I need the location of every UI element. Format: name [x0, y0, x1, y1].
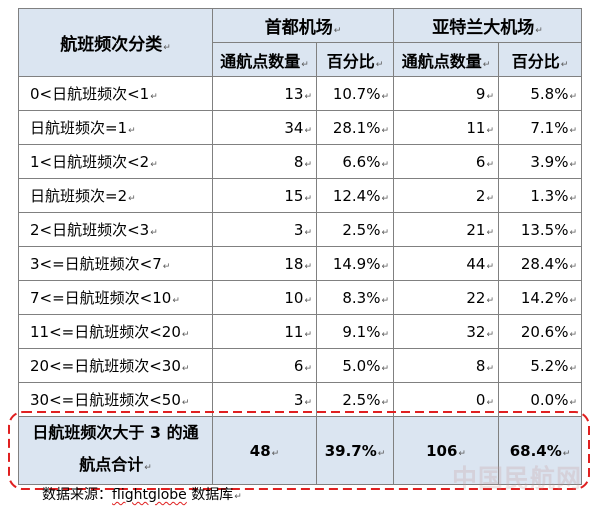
total-capital-count-cell: 48 — [212, 416, 317, 485]
category-header: 航班频次分类 — [18, 8, 213, 77]
category-cell: 2<日航班频次<3 — [18, 212, 213, 247]
capital-count-cell: 34 — [212, 110, 317, 145]
source-note: 数据来源：flightglobe 数据库 — [42, 487, 242, 505]
capital-count-cell: 10 — [212, 280, 317, 315]
atlanta-percent-cell: 20.6% — [498, 314, 583, 349]
table-row: 3<=日航班频次<7 18 14.9% 44 28.4% — [18, 246, 583, 281]
category-cell: 日航班频次=2 — [18, 178, 213, 213]
atlanta-percent-cell: 0.0% — [498, 382, 583, 417]
source-suffix: 数据库 — [191, 487, 242, 503]
capital-count-cell: 11 — [212, 314, 317, 349]
total-atlanta-percent-cell: 68.4% — [498, 416, 583, 485]
capital-count-cell: 8 — [212, 144, 317, 179]
capital-percent-cell: 5.0% — [315, 348, 395, 383]
capital-count-cell: 3 — [212, 212, 317, 247]
capital-percent-cell: 2.5% — [315, 212, 395, 247]
capital-count-cell: 6 — [212, 348, 317, 383]
header-row-columns: 通航点数量 百分比 通航点数量 百分比 — [19, 42, 583, 77]
category-cell: 11<=日航班频次<20 — [18, 314, 213, 349]
atlanta-count-cell: 8 — [393, 348, 500, 383]
capital-percent-cell: 9.1% — [315, 314, 395, 349]
table-row: 20<=日航班频次<30 6 5.0% 8 5.2% — [18, 348, 583, 383]
atlanta-count-cell: 2 — [393, 178, 500, 213]
capital-percent-cell: 28.1% — [315, 110, 395, 145]
category-cell: 20<=日航班频次<30 — [18, 348, 213, 383]
atlanta-count-cell: 22 — [393, 280, 500, 315]
atlanta-count-cell: 0 — [393, 382, 500, 417]
capital-count-cell: 3 — [212, 382, 317, 417]
source-label: 数据来源： — [42, 487, 112, 503]
capital-percent-cell: 12.4% — [315, 178, 395, 213]
capital-count-header: 通航点数量 — [212, 42, 317, 77]
capital-count-cell: 13 — [212, 76, 317, 111]
total-atlanta-count-cell: 106 — [393, 416, 500, 485]
flight-frequency-table: 航班频次分类 首都机场 亚特兰大机场 通航点数量 百分比 通航点数量 百分比 0… — [18, 8, 583, 485]
table-row: 7<=日航班频次<10 10 8.3% 22 14.2% — [18, 280, 583, 315]
source-name: flightglobe — [112, 487, 187, 503]
category-cell: 0<日航班频次<1 — [18, 76, 213, 111]
capital-airport-header: 首都机场 — [211, 8, 395, 43]
header-row-groups: 航班频次分类 首都机场 亚特兰大机场 — [18, 8, 583, 77]
table-row: 2<日航班频次<3 3 2.5% 21 13.5% — [18, 212, 583, 247]
total-category-cell: 日航班频次大于 3 的通航点合计 — [18, 416, 213, 485]
atlanta-percent-cell: 3.9% — [498, 144, 583, 179]
capital-count-cell: 18 — [212, 246, 317, 281]
capital-percent-cell: 8.3% — [315, 280, 395, 315]
atlanta-percent-header: 百分比 — [498, 42, 583, 77]
table-row: 日航班频次=1 34 28.1% 11 7.1% — [18, 110, 583, 145]
atlanta-percent-cell: 7.1% — [498, 110, 583, 145]
category-cell: 3<=日航班频次<7 — [18, 246, 213, 281]
atlanta-percent-cell: 28.4% — [498, 246, 583, 281]
category-cell: 7<=日航班频次<10 — [18, 280, 213, 315]
capital-percent-cell: 10.7% — [315, 76, 395, 111]
atlanta-count-cell: 11 — [393, 110, 500, 145]
category-cell: 30<=日航班频次<50 — [18, 382, 213, 417]
atlanta-percent-cell: 13.5% — [498, 212, 583, 247]
atlanta-airport-header: 亚特兰大机场 — [393, 8, 583, 43]
total-row: 日航班频次大于 3 的通航点合计 48 39.7% 106 68.4% — [18, 416, 583, 485]
atlanta-count-header: 通航点数量 — [393, 42, 500, 77]
table-row: 11<=日航班频次<20 11 9.1% 32 20.6% — [18, 314, 583, 349]
total-capital-percent-cell: 39.7% — [315, 416, 395, 485]
capital-percent-cell: 14.9% — [315, 246, 395, 281]
atlanta-count-cell: 21 — [393, 212, 500, 247]
atlanta-percent-cell: 14.2% — [498, 280, 583, 315]
atlanta-percent-cell: 5.8% — [498, 76, 583, 111]
table-row: 0<日航班频次<1 13 10.7% 9 5.8% — [18, 76, 583, 111]
category-cell: 1<日航班频次<2 — [18, 144, 213, 179]
atlanta-count-cell: 32 — [393, 314, 500, 349]
category-cell: 日航班频次=1 — [18, 110, 213, 145]
atlanta-percent-cell: 1.3% — [498, 178, 583, 213]
capital-percent-header: 百分比 — [315, 42, 395, 77]
capital-percent-cell: 2.5% — [315, 382, 395, 417]
table-row: 1<日航班频次<2 8 6.6% 6 3.9% — [18, 144, 583, 179]
atlanta-count-cell: 9 — [393, 76, 500, 111]
atlanta-percent-cell: 5.2% — [498, 348, 583, 383]
capital-percent-cell: 6.6% — [315, 144, 395, 179]
capital-count-cell: 15 — [212, 178, 317, 213]
table-row: 30<=日航班频次<50 3 2.5% 0 0.0% — [18, 382, 583, 417]
atlanta-count-cell: 44 — [393, 246, 500, 281]
table-row: 日航班频次=2 15 12.4% 2 1.3% — [18, 178, 583, 213]
atlanta-count-cell: 6 — [393, 144, 500, 179]
